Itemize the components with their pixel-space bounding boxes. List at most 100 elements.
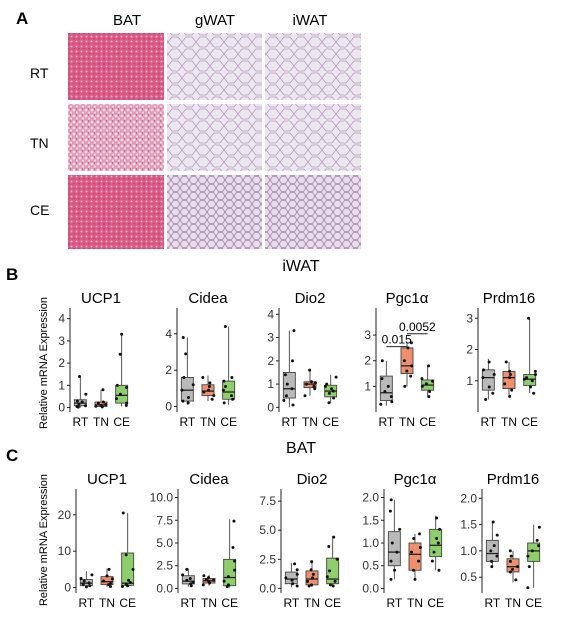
chart-dio2-iwat: Dio2 0 1 2 3 4 RT TN CE [267,290,339,429]
x-tick-label: CE [419,415,436,429]
x-tick-label: CE [427,596,444,610]
row-label-rt: RT [30,65,49,81]
data-point [389,577,393,581]
data-point [532,391,536,395]
data-point [204,577,208,581]
data-point [125,401,129,405]
y-tick-label: 2 [165,363,172,377]
data-point [191,383,195,387]
chart-dio2-bat: Dio2 0.0 2.5 5.0 7.5 RT TN CE [259,471,341,610]
y-tick-label: 3 [58,334,65,348]
data-point [525,376,529,380]
panel-b-title: iWAT [282,258,320,275]
data-point [325,382,329,386]
data-point [325,575,329,579]
chart-ucp1-iwat: UCP1 0 1 2 3 4 RT TN CE [58,290,130,429]
data-point [282,398,286,402]
x-tick-label: TN [200,415,216,429]
data-point [291,403,295,407]
data-point [409,374,413,378]
y-tick-label: 1 [267,377,274,391]
data-point [410,550,414,554]
data-point [186,395,190,399]
data-point [510,388,514,392]
data-point [207,579,211,583]
box-tn [408,542,422,571]
data-point [427,364,431,368]
data-point [290,387,294,391]
data-point [295,572,299,576]
data-point [389,395,393,399]
data-point [418,546,422,550]
box-rt [379,375,393,401]
x-tick-label: TN [304,596,320,610]
chart-title: UCP1 [87,471,127,488]
y-tick-label: 1.5 [362,513,379,527]
data-point [201,375,205,379]
col-label-gwat: gWAT [195,12,235,29]
data-point [188,576,192,580]
data-point [417,532,421,536]
chart-title: Cidea [188,290,228,307]
data-point [109,581,113,585]
panel-c-letter: C [6,446,18,465]
data-point [491,520,495,524]
y-axis-label-b: Relative mRNA Expression [38,297,50,429]
data-point [232,519,236,523]
y-tick-label: 5.0 [156,536,173,550]
data-point [229,394,233,398]
data-point [380,359,384,363]
y-tick-label: 4 [58,312,65,326]
data-point [330,387,334,391]
data-point [529,385,533,389]
data-point [308,368,312,372]
data-point [186,401,190,405]
x-tick-label: RT [180,596,196,610]
data-point [530,549,534,553]
box-rt [481,369,495,391]
y-tick-label: 2.0 [362,491,379,505]
row-label-ce: CE [30,202,49,218]
x-tick-label: CE [324,596,341,610]
data-point [393,568,397,572]
data-point [101,388,105,392]
data-point [331,389,335,393]
data-point [438,527,442,531]
data-point [533,369,537,373]
data-point [285,382,289,386]
data-point [313,387,317,391]
data-point [224,385,228,389]
y-tick-label: 4 [165,327,172,341]
histology-gwat-ce [167,175,262,249]
panel-a-letter: A [16,9,28,28]
data-point [221,388,225,392]
data-point [508,369,512,373]
data-point [212,578,216,582]
data-point [406,346,410,350]
data-point [94,404,98,408]
data-point [390,541,394,545]
data-point [80,400,84,404]
data-point [128,580,132,584]
chart-pgc1a-bat: Pgc1α 0.0 0.5 1.0 1.5 2.0 RT TN CE [362,471,444,610]
data-point [88,584,92,588]
data-point [313,381,317,385]
histology-bat-rt [68,33,164,100]
x-tick-label: TN [99,596,115,610]
data-point [492,544,496,548]
data-point [107,567,111,571]
data-point [131,567,135,571]
data-point [311,572,315,576]
data-point [207,388,211,392]
col-label-iwat: iWAT [293,12,328,29]
data-point [124,582,128,586]
data-point [284,394,288,398]
data-point [411,568,415,572]
data-point [118,352,122,356]
box-tn [502,370,516,390]
data-point [222,579,226,583]
data-point [516,565,520,569]
y-tick-label: 0 [64,581,71,595]
data-point [185,567,189,571]
x-tick-label: CE [521,415,538,429]
